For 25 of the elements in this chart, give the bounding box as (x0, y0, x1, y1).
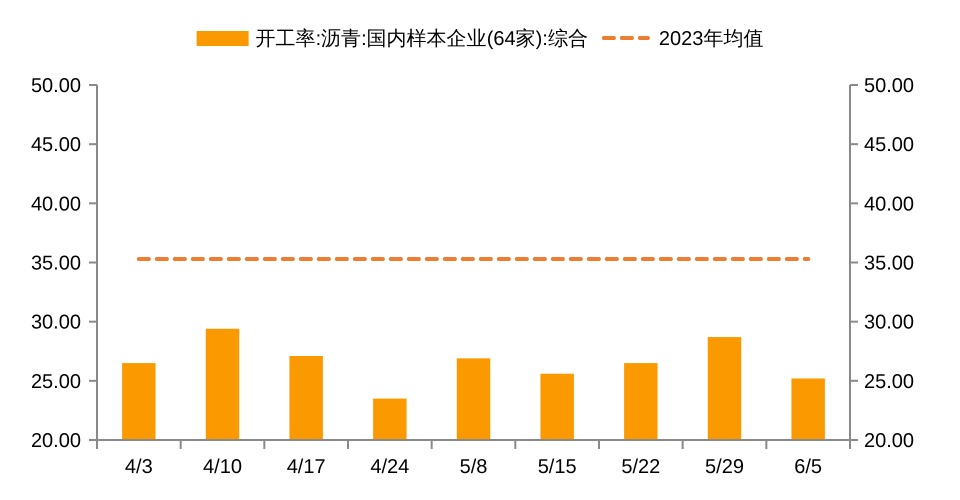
y2-tick-label: 20.00 (864, 430, 914, 452)
x-tick-label: 6/5 (794, 456, 822, 478)
x-tick-label: 4/10 (203, 456, 242, 478)
x-tick-label: 5/8 (460, 456, 488, 478)
y-tick-label: 40.00 (30, 193, 81, 216)
legend-label: 开工率:沥青:国内样本企业(64家):综合 (256, 28, 588, 50)
y2-tick-label: 30.00 (864, 312, 914, 334)
y2-tick-label: 45.00 (864, 134, 914, 156)
y2-tick-label: 25.00 (864, 370, 914, 393)
x-tick-label: 4/3 (124, 456, 153, 478)
x-tick-label: 5/15 (538, 456, 577, 478)
y-tick-label: 25.00 (30, 370, 81, 393)
x-tick-label: 5/22 (621, 456, 660, 478)
y2-tick-label: 40.00 (864, 193, 914, 216)
y-tick-label: 45.00 (30, 134, 81, 156)
y-tick-label: 50.00 (30, 75, 81, 97)
y2-tick-label: 35.00 (864, 252, 914, 274)
x-tick-label: 4/24 (370, 456, 410, 478)
y-tick-label: 30.00 (30, 312, 81, 334)
y2-tick-label: 50.00 (864, 75, 914, 97)
x-tick-label: 5/29 (705, 456, 744, 478)
legend-label: 2023年均值 (658, 28, 764, 50)
x-tick-label: 4/17 (286, 456, 326, 478)
y-tick-label: 35.00 (30, 252, 81, 274)
y-tick-label: 20.00 (30, 430, 81, 452)
